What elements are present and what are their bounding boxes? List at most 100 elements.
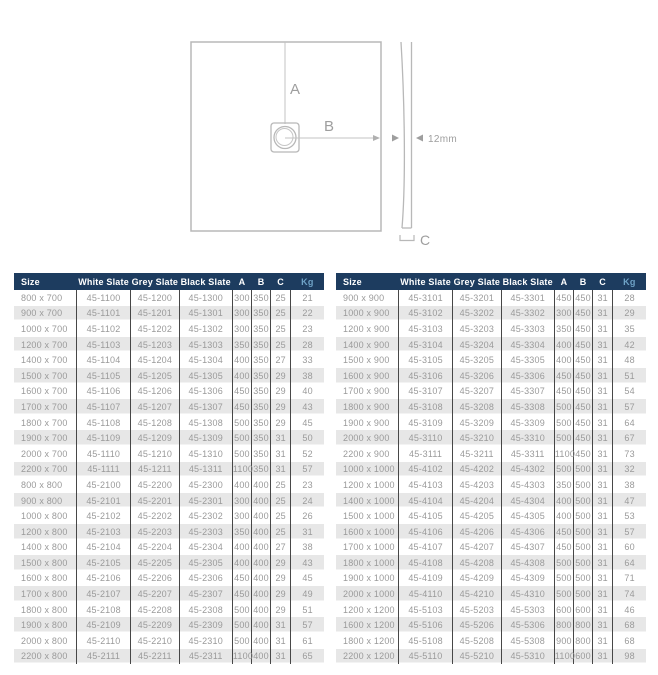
value-cell: 40 xyxy=(302,386,313,397)
size-cell: 1800 x 800 xyxy=(14,601,77,618)
value-cell: 1100 xyxy=(554,648,575,665)
column-header-c: C xyxy=(270,273,291,290)
table-row: 1700 x 1000 45-4107 45-4207 45-4307 450 500 31… xyxy=(336,539,646,556)
value-cell: 26 xyxy=(302,511,313,522)
value-cell: 31 xyxy=(592,461,614,478)
value-cell: 45-2300 xyxy=(179,477,233,493)
table-row: 2200 x 900 45-3111 45-3211 45-3311 1100 450 31… xyxy=(336,445,646,462)
size-cell: 1200 x 700 xyxy=(14,336,77,353)
value-cell: 350 xyxy=(232,523,252,540)
value-cell: 57 xyxy=(612,523,646,540)
size-cell: 1400 x 800 xyxy=(14,539,77,556)
value-cell: 61 xyxy=(302,635,313,646)
value-cell: 51 xyxy=(612,367,646,384)
value-cell: 45-2210 xyxy=(130,633,180,649)
size-table-left: Size White Slate Grey Slate Black Slate A B C K… xyxy=(14,273,324,665)
value-cell: 45 xyxy=(302,417,313,428)
value-cell: 45-2109 xyxy=(76,617,132,634)
value-cell: 31 xyxy=(592,555,614,571)
value-cell: 500 xyxy=(573,461,594,478)
table-row: 1600 x 900 45-3106 45-3206 45-3306 450 450 31 5… xyxy=(336,367,646,384)
size-cell: 1800 x 1200 xyxy=(336,633,399,649)
value-cell: 31 xyxy=(592,586,614,602)
table-row: 1200 x 800 45-2103 45-2203 45-2303 350 400 25 3… xyxy=(14,523,324,540)
value-cell: 45-3107 xyxy=(398,383,454,400)
column-header-size: Size xyxy=(336,273,399,290)
size-cell: 800 x 800 xyxy=(14,477,77,493)
thickness-arrow-left-icon xyxy=(392,134,399,142)
table-row: 1800 x 1200 45-5108 45-5208 45-5308 900 800 31… xyxy=(336,633,646,649)
value-cell: 450 xyxy=(573,430,594,446)
value-cell: 45-2205 xyxy=(130,555,180,571)
value-cell: 25 xyxy=(270,321,292,337)
value-cell: 31 xyxy=(592,399,614,415)
column-header-white-slate: White Slate xyxy=(398,273,453,290)
table-row: 1900 x 900 45-3109 45-3209 45-3309 500 450 31 6… xyxy=(336,414,646,431)
size-cell: 800 x 700 xyxy=(14,290,77,306)
column-header-size: Size xyxy=(14,273,77,290)
table-row: 1000 x 900 45-3102 45-3202 45-3302 300 450 31 2… xyxy=(336,305,646,322)
size-cell: 1500 x 800 xyxy=(14,555,77,571)
value-cell: 400 xyxy=(251,648,272,665)
value-cell: 450 xyxy=(232,586,252,602)
value-cell: 45-3102 xyxy=(398,305,454,322)
table-row: 1500 x 700 45-1105 45-1205 45-1305 400 350 29 3… xyxy=(14,367,324,384)
value-cell: 60 xyxy=(624,542,635,553)
value-cell: 400 xyxy=(251,539,272,556)
value-cell: 450 xyxy=(554,523,574,540)
value-cell: 45-5310 xyxy=(501,648,555,665)
value-cell: 45-1308 xyxy=(179,414,233,431)
table-row: 1500 x 1000 45-4105 45-4205 45-4305 400 500 31… xyxy=(336,508,646,524)
value-cell: 400 xyxy=(251,523,272,540)
value-cell: 45-2311 xyxy=(179,648,233,665)
value-cell: 500 xyxy=(554,399,574,415)
value-cell: 45-3207 xyxy=(452,383,502,400)
value-cell: 45-2202 xyxy=(130,508,180,524)
value-cell: 45-1203 xyxy=(130,336,180,353)
value-cell: 45-1206 xyxy=(130,383,180,400)
table-row: 1400 x 800 45-2104 45-2204 45-2304 400 400 27 3… xyxy=(14,539,324,556)
value-cell: 350 xyxy=(251,399,272,415)
column-header-white-slate: White Slate xyxy=(76,273,131,290)
size-cell: 1200 x 800 xyxy=(14,523,77,540)
value-cell: 28 xyxy=(290,336,324,353)
table-row: 1600 x 800 45-2106 45-2206 45-2306 450 400 29 4… xyxy=(14,570,324,587)
value-cell: 450 xyxy=(573,305,594,322)
value-cell: 31 xyxy=(592,601,614,618)
value-cell: 45-5210 xyxy=(452,648,502,665)
value-cell: 350 xyxy=(232,336,252,353)
tray-side-profile xyxy=(400,41,413,229)
value-cell: 300 xyxy=(232,290,252,306)
column-header-a: A xyxy=(232,273,252,290)
value-cell: 500 xyxy=(554,555,574,571)
value-cell: 38 xyxy=(624,479,635,490)
value-cell: 45-1103 xyxy=(76,336,132,353)
value-cell: 45-4309 xyxy=(501,570,555,587)
value-cell: 400 xyxy=(251,601,272,618)
value-cell: 400 xyxy=(232,352,252,368)
size-cell: 2200 x 800 xyxy=(14,648,77,665)
value-cell: 600 xyxy=(573,648,594,665)
value-cell: 28 xyxy=(624,292,635,303)
value-cell: 29 xyxy=(270,367,292,384)
value-cell: 31 xyxy=(270,430,292,446)
value-cell: 68 xyxy=(612,617,646,634)
size-table-right: Size White Slate Grey Slate Black Slate A B C K… xyxy=(336,273,646,665)
value-cell: 31 xyxy=(592,617,614,634)
value-cell: 31 xyxy=(592,430,614,446)
value-cell: 45-1107 xyxy=(76,399,132,415)
table-row: 1900 x 800 45-2109 45-2209 45-2309 500 400 31 5… xyxy=(14,617,324,634)
value-cell: 45-4207 xyxy=(452,539,502,556)
value-cell: 45-4104 xyxy=(398,492,454,509)
value-cell: 45-3208 xyxy=(452,399,502,415)
value-cell: 25 xyxy=(270,336,292,353)
value-cell: 31 xyxy=(592,367,614,384)
value-cell: 29 xyxy=(270,383,292,400)
size-cell: 1600 x 900 xyxy=(336,367,399,384)
value-cell: 45-4202 xyxy=(452,461,502,478)
table-row: 2000 x 1000 45-4110 45-4210 45-4310 500 500 31… xyxy=(336,586,646,602)
value-cell: 400 xyxy=(554,508,574,524)
value-cell: 350 xyxy=(251,430,272,446)
value-cell: 45-5108 xyxy=(398,633,454,649)
value-cell: 45-2310 xyxy=(179,633,233,649)
